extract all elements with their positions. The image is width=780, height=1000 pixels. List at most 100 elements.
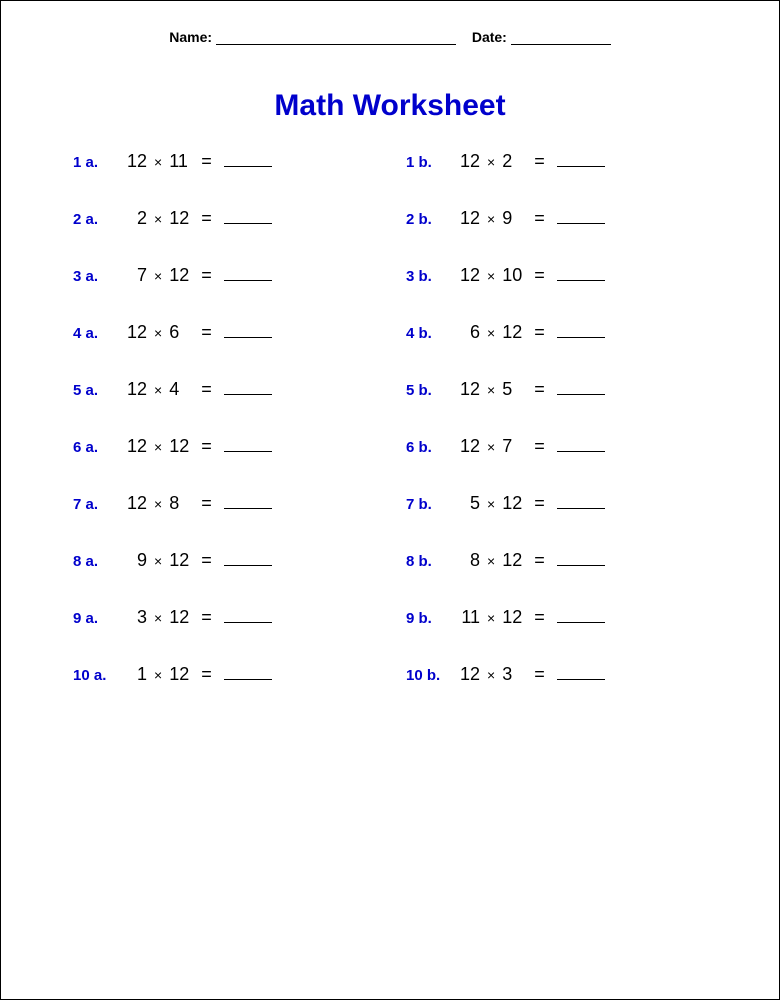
answer-blank[interactable] — [557, 166, 605, 167]
answer-blank[interactable] — [224, 337, 272, 338]
times-icon: × — [147, 211, 169, 227]
equation: 1×12= — [125, 664, 272, 685]
equation: 2×12= — [125, 208, 272, 229]
operand-1: 7 — [125, 265, 147, 286]
operand-2: 12 — [169, 436, 191, 457]
operand-2: 11 — [169, 151, 191, 172]
times-icon: × — [480, 211, 502, 227]
equation: 6×12= — [458, 322, 605, 343]
operand-2: 8 — [169, 493, 191, 514]
answer-blank[interactable] — [224, 223, 272, 224]
equation: 12×4= — [125, 379, 272, 400]
equals-sign: = — [524, 265, 555, 286]
operand-2: 2 — [502, 151, 524, 172]
answer-blank[interactable] — [557, 394, 605, 395]
equals-sign: = — [191, 208, 222, 229]
equals-sign: = — [191, 265, 222, 286]
answer-blank[interactable] — [557, 508, 605, 509]
equals-sign: = — [524, 151, 555, 172]
answer-blank[interactable] — [224, 622, 272, 623]
equation: 12×3= — [458, 664, 605, 685]
problem-row: 1 a.12×11=1 b.12×2= — [73, 151, 739, 172]
problem-4b: 4 b.6×12= — [406, 322, 739, 343]
answer-blank[interactable] — [224, 508, 272, 509]
problem-10a: 10 a.1×12= — [73, 664, 406, 685]
operand-2: 12 — [169, 208, 191, 229]
problem-label: 7 b. — [406, 496, 458, 513]
operand-2: 12 — [502, 322, 524, 343]
operand-1: 12 — [458, 265, 480, 286]
operand-2: 12 — [169, 607, 191, 628]
problem-label: 9 a. — [73, 610, 125, 627]
equals-sign: = — [191, 550, 222, 571]
times-icon: × — [480, 154, 502, 170]
equals-sign: = — [524, 607, 555, 628]
problem-row: 10 a.1×12=10 b.12×3= — [73, 664, 739, 685]
problem-label: 6 a. — [73, 439, 125, 456]
answer-blank[interactable] — [224, 679, 272, 680]
times-icon: × — [480, 667, 502, 683]
answer-blank[interactable] — [557, 280, 605, 281]
operand-2: 12 — [502, 607, 524, 628]
operand-1: 12 — [125, 436, 147, 457]
problem-row: 9 a.3×12=9 b.11×12= — [73, 607, 739, 628]
operand-2: 12 — [169, 265, 191, 286]
answer-blank[interactable] — [224, 565, 272, 566]
date-blank[interactable] — [511, 33, 611, 45]
operand-1: 8 — [458, 550, 480, 571]
equals-sign: = — [191, 493, 222, 514]
operand-1: 5 — [458, 493, 480, 514]
operand-1: 12 — [125, 322, 147, 343]
operand-1: 12 — [125, 151, 147, 172]
problem-4a: 4 a.12×6= — [73, 322, 406, 343]
answer-blank[interactable] — [557, 565, 605, 566]
problem-2a: 2 a.2×12= — [73, 208, 406, 229]
problem-label: 3 b. — [406, 268, 458, 285]
problem-label: 4 a. — [73, 325, 125, 342]
answer-blank[interactable] — [557, 337, 605, 338]
operand-2: 12 — [502, 493, 524, 514]
operand-1: 6 — [458, 322, 480, 343]
times-icon: × — [147, 439, 169, 455]
operand-2: 12 — [502, 550, 524, 571]
operand-1: 12 — [458, 436, 480, 457]
problem-row: 2 a.2×12=2 b.12×9= — [73, 208, 739, 229]
times-icon: × — [480, 496, 502, 512]
problem-row: 3 a.7×12=3 b.12×10= — [73, 265, 739, 286]
times-icon: × — [147, 667, 169, 683]
problems-container: 1 a.12×11=1 b.12×2=2 a.2×12=2 b.12×9=3 a… — [1, 151, 779, 685]
operand-1: 12 — [458, 151, 480, 172]
answer-blank[interactable] — [224, 451, 272, 452]
answer-blank[interactable] — [557, 451, 605, 452]
times-icon: × — [147, 553, 169, 569]
equation: 8×12= — [458, 550, 605, 571]
equals-sign: = — [524, 664, 555, 685]
problem-6b: 6 b.12×7= — [406, 436, 739, 457]
operand-2: 5 — [502, 379, 524, 400]
problem-label: 1 a. — [73, 154, 125, 171]
name-label: Name: — [169, 29, 212, 45]
answer-blank[interactable] — [557, 679, 605, 680]
equation: 11×12= — [458, 607, 605, 628]
equals-sign: = — [524, 550, 555, 571]
times-icon: × — [480, 439, 502, 455]
equals-sign: = — [191, 436, 222, 457]
operand-1: 12 — [458, 379, 480, 400]
answer-blank[interactable] — [557, 622, 605, 623]
equation: 12×7= — [458, 436, 605, 457]
answer-blank[interactable] — [224, 166, 272, 167]
equation: 12×11= — [125, 151, 272, 172]
answer-blank[interactable] — [224, 394, 272, 395]
name-blank[interactable] — [216, 33, 456, 45]
answer-blank[interactable] — [224, 280, 272, 281]
equals-sign: = — [191, 151, 222, 172]
answer-blank[interactable] — [557, 223, 605, 224]
problem-2b: 2 b.12×9= — [406, 208, 739, 229]
problem-5a: 5 a.12×4= — [73, 379, 406, 400]
equation: 12×6= — [125, 322, 272, 343]
equals-sign: = — [524, 322, 555, 343]
problem-8a: 8 a.9×12= — [73, 550, 406, 571]
problem-label: 1 b. — [406, 154, 458, 171]
equation: 12×12= — [125, 436, 272, 457]
problem-10b: 10 b.12×3= — [406, 664, 739, 685]
